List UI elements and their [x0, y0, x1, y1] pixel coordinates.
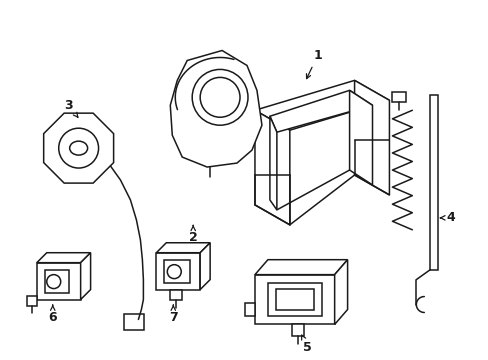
Polygon shape	[37, 253, 90, 263]
Circle shape	[200, 77, 240, 117]
Circle shape	[59, 128, 99, 168]
Ellipse shape	[69, 141, 87, 155]
Circle shape	[192, 69, 247, 125]
Polygon shape	[254, 275, 334, 324]
Text: 2: 2	[188, 226, 197, 244]
Text: 1: 1	[306, 49, 322, 78]
Text: 4: 4	[440, 211, 455, 224]
Text: 5: 5	[301, 335, 311, 354]
Polygon shape	[392, 92, 406, 102]
Polygon shape	[244, 302, 254, 316]
Polygon shape	[254, 80, 388, 130]
Polygon shape	[164, 260, 190, 283]
Polygon shape	[156, 243, 210, 253]
Polygon shape	[200, 243, 210, 289]
Text: 7: 7	[168, 305, 177, 324]
Polygon shape	[81, 253, 90, 300]
Polygon shape	[429, 95, 437, 270]
Polygon shape	[124, 315, 144, 330]
Polygon shape	[354, 80, 388, 195]
Polygon shape	[349, 90, 372, 185]
Polygon shape	[170, 289, 182, 300]
Circle shape	[47, 275, 61, 289]
Polygon shape	[45, 270, 68, 293]
Polygon shape	[254, 110, 289, 225]
Circle shape	[167, 265, 181, 279]
Polygon shape	[254, 260, 347, 275]
Polygon shape	[27, 296, 37, 306]
Polygon shape	[269, 116, 276, 210]
Polygon shape	[156, 253, 200, 289]
Polygon shape	[269, 90, 372, 132]
Text: 3: 3	[64, 99, 78, 117]
Polygon shape	[334, 260, 347, 324]
Polygon shape	[43, 113, 113, 183]
Polygon shape	[267, 283, 321, 316]
Polygon shape	[170, 50, 262, 167]
Polygon shape	[37, 263, 81, 300]
Polygon shape	[291, 324, 303, 336]
Text: 6: 6	[48, 305, 57, 324]
Polygon shape	[275, 289, 313, 310]
